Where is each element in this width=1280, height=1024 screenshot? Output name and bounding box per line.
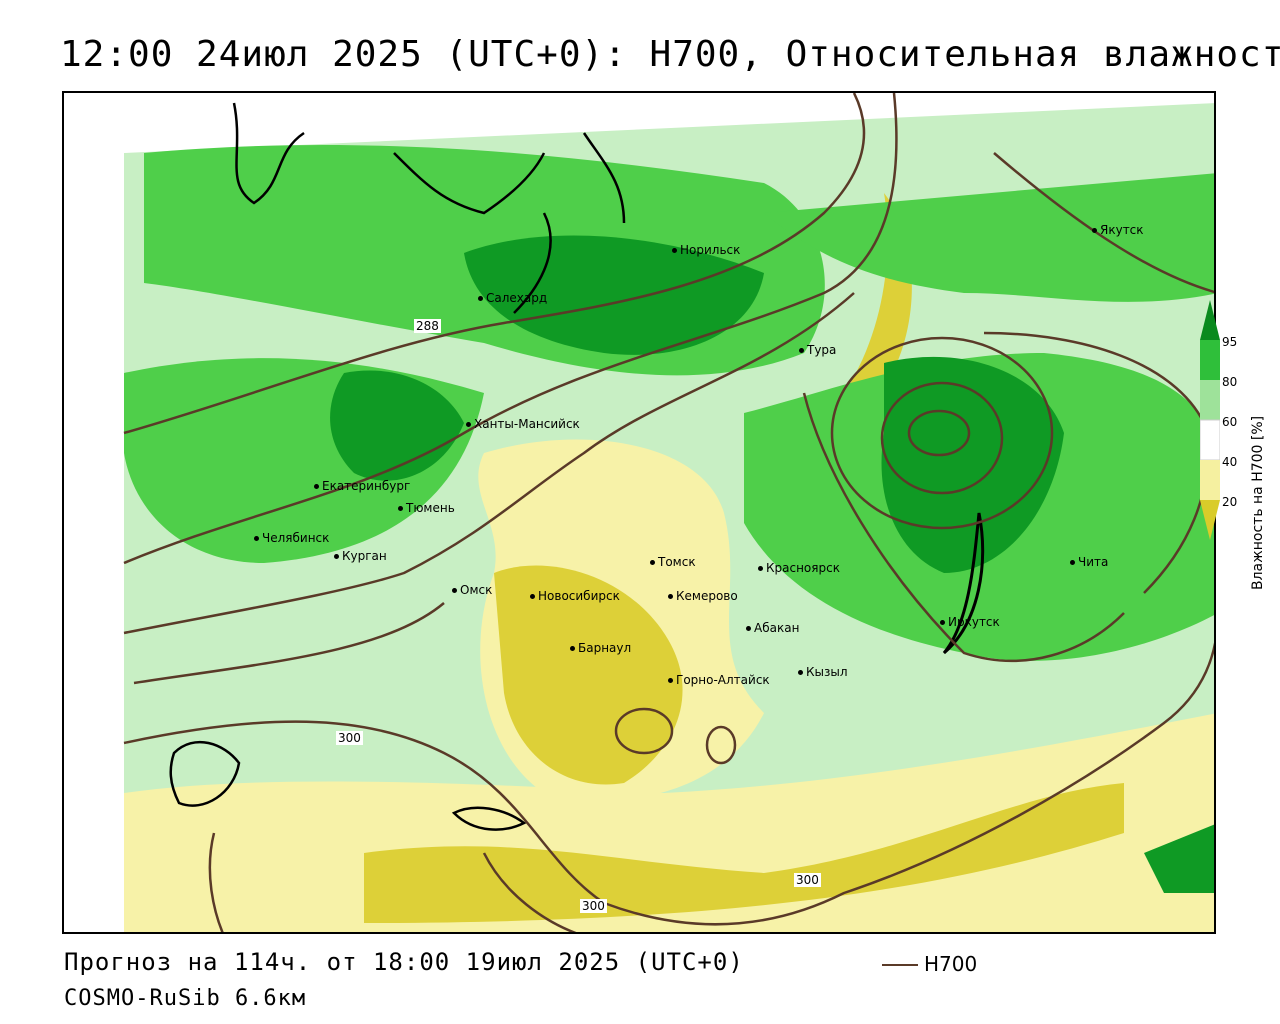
city-marker: Норильск: [672, 243, 740, 257]
city-marker: Челябинск: [254, 531, 329, 545]
city-label: Якутск: [1100, 223, 1144, 237]
colorbar-tick: 95: [1222, 335, 1238, 349]
city-label: Норильск: [680, 243, 741, 257]
city-dot: [668, 678, 673, 683]
humidity-95-region: [464, 235, 764, 355]
contour-label: 300: [794, 873, 821, 887]
city-dot: [466, 422, 471, 427]
humidity-20-region: [494, 565, 683, 785]
contour-label: 300: [580, 899, 607, 913]
city-marker: Ханты-Мансийск: [466, 417, 580, 431]
city-label: Тура: [807, 343, 837, 357]
city-dot: [254, 536, 259, 541]
humidity-field: [64, 93, 1214, 932]
colorbar-band-60: [1200, 380, 1220, 420]
colorbar-band-50: [1199, 419, 1221, 461]
city-marker: Барнаул: [570, 641, 631, 655]
city-marker: Новосибирск: [530, 589, 620, 603]
city-label: Екатеринбург: [322, 479, 411, 493]
city-label: Кызыл: [806, 665, 848, 679]
colorbar-tick: 20: [1222, 495, 1238, 509]
colorbar-tick: 40: [1222, 455, 1238, 469]
city-marker: Томск: [650, 555, 696, 569]
city-label: Челябинск: [262, 531, 330, 545]
city-dot: [798, 670, 803, 675]
city-label: Иркутск: [948, 615, 1000, 629]
contour-label: 288: [414, 319, 441, 333]
city-dot: [668, 594, 673, 599]
city-label: Барнаул: [578, 641, 632, 655]
colorbar-tick: 80: [1222, 375, 1238, 389]
city-marker: Иркутск: [940, 615, 1000, 629]
city-marker: Кемерово: [668, 589, 738, 603]
h700-legend-line: [882, 964, 918, 966]
contour-label: 300: [336, 731, 363, 745]
city-marker: Салехард: [478, 291, 547, 305]
city-marker: Красноярск: [758, 561, 840, 575]
city-label: Салехард: [486, 291, 548, 305]
city-label: Чита: [1078, 555, 1109, 569]
city-dot: [650, 560, 655, 565]
city-marker: Чита: [1070, 555, 1108, 569]
colorbar-cap-top: [1200, 300, 1220, 340]
city-dot: [570, 646, 575, 651]
city-dot: [746, 626, 751, 631]
city-marker: Якутск: [1092, 223, 1144, 237]
colorbar-cap-bottom: [1200, 500, 1220, 540]
city-dot: [1092, 228, 1097, 233]
city-marker: Курган: [334, 549, 387, 563]
colorbar-title: Влажность на H700 [%]: [1250, 415, 1266, 590]
map-canvas[interactable]: 288 300 300 300 Якутск Норильск Салехард…: [62, 91, 1216, 934]
city-dot: [758, 566, 763, 571]
colorbar-tick: 60: [1222, 415, 1238, 429]
colorbar-band-80: [1200, 340, 1220, 380]
city-label: Кемерово: [676, 589, 738, 603]
city-label: Ханты-Мансийск: [474, 417, 580, 431]
city-label: Абакан: [754, 621, 800, 635]
city-marker: Тура: [799, 343, 836, 357]
city-dot: [530, 594, 535, 599]
h700-contours: [123, 93, 1214, 932]
city-dot: [478, 296, 483, 301]
city-dot: [799, 348, 804, 353]
city-marker: Абакан: [746, 621, 799, 635]
city-dot: [672, 248, 677, 253]
city-label: Красноярск: [766, 561, 840, 575]
city-dot: [314, 484, 319, 489]
colorbar: [1199, 300, 1221, 540]
aral-outline: [451, 806, 527, 831]
h700-legend-label: H700: [924, 952, 978, 976]
city-marker: Горно-Алтайск: [668, 673, 770, 687]
city-label: Новосибирск: [538, 589, 620, 603]
city-dot: [940, 620, 945, 625]
city-label: Омск: [460, 583, 493, 597]
forecast-info: Прогноз на 114ч. от 18:00 19июл 2025 (UT…: [64, 948, 744, 976]
city-marker: Тюмень: [398, 501, 455, 515]
city-marker: Кызыл: [798, 665, 848, 679]
colorbar-band-40: [1200, 460, 1220, 500]
city-marker: Екатеринбург: [314, 479, 410, 493]
city-dot: [334, 554, 339, 559]
city-label: Тюмень: [406, 501, 455, 515]
city-dot: [452, 588, 457, 593]
baikal-outline: [942, 512, 985, 655]
city-label: Курган: [342, 549, 387, 563]
city-label: Горно-Алтайск: [676, 673, 770, 687]
city-dot: [1070, 560, 1075, 565]
map-title: 12:00 24июл 2025 (UTC+0): H700, Относите…: [60, 34, 1280, 75]
city-dot: [398, 506, 403, 511]
city-marker: Омск: [452, 583, 492, 597]
caspian-outline: [169, 740, 241, 807]
city-label: Томск: [658, 555, 696, 569]
model-name: COSMO-RuSib 6.6км: [64, 986, 307, 1011]
